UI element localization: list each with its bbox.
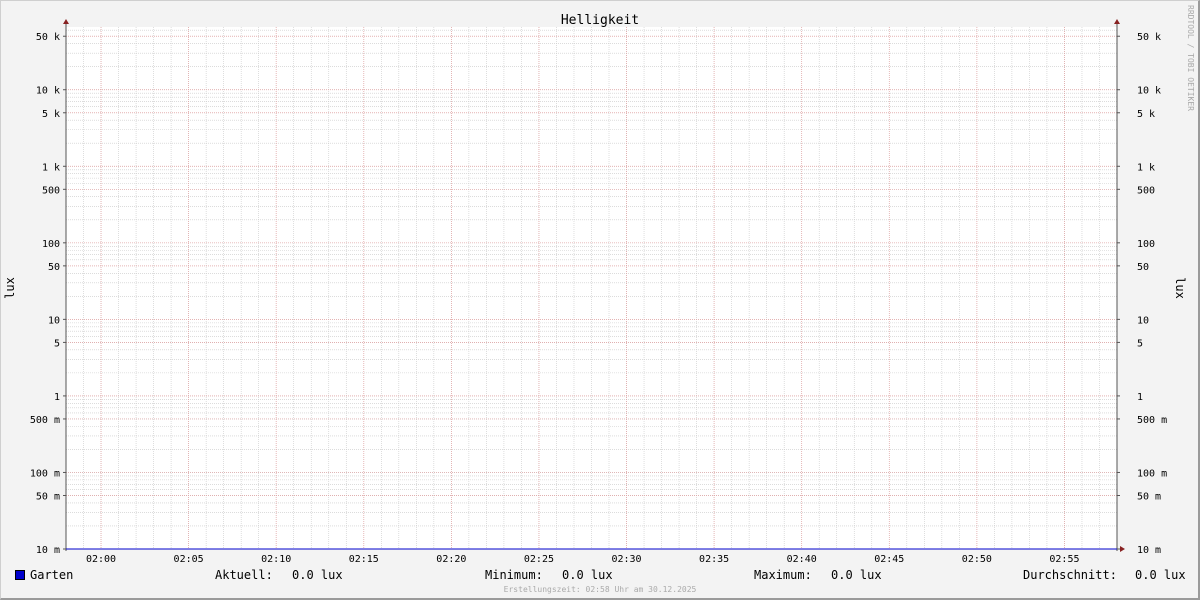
legend-min-label: Minimum: — [485, 568, 543, 582]
y-tick-label-right: 10 m — [1137, 545, 1161, 556]
y-tick-label-right: 5 k — [1137, 109, 1155, 120]
legend-avg-value: 0.0 lux — [1135, 568, 1186, 582]
legend-max-label: Maximum: — [754, 568, 812, 582]
x-tick-label: 02:35 — [699, 554, 729, 565]
y-tick-label-left: 500 m — [30, 415, 60, 426]
y-tick-label-right: 500 — [1137, 185, 1155, 196]
x-tick-label: 02:55 — [1049, 554, 1079, 565]
y-tick-label-left: 100 m — [30, 468, 60, 479]
legend-min-value: 0.0 lux — [562, 568, 613, 582]
y-tick-label-left: 50 k — [36, 32, 60, 43]
y-axis-arrow-right — [1114, 19, 1120, 24]
x-tick-label: 02:05 — [174, 554, 204, 565]
legend-swatch-garten — [15, 570, 25, 580]
y-tick-label-left: 10 — [48, 315, 60, 326]
y-tick-label-left: 500 — [42, 185, 60, 196]
legend-max-value: 0.0 lux — [831, 568, 882, 582]
y-tick-label-right: 1 k — [1137, 162, 1155, 173]
y-axis-arrow-left — [63, 19, 69, 24]
y-tick-label-right: 500 m — [1137, 415, 1167, 426]
y-tick-label-left: 50 — [48, 262, 60, 273]
y-tick-label-left: 1 — [54, 392, 60, 403]
y-tick-label-right: 10 k — [1137, 86, 1161, 97]
legend-avg-label: Durchschnitt: — [1023, 568, 1117, 582]
legend-series-name: Garten — [30, 568, 74, 582]
y-tick-label-left: 10 m — [36, 545, 60, 556]
y-tick-label-right: 50 m — [1137, 491, 1161, 502]
x-tick-label: 02:30 — [611, 554, 641, 565]
y-tick-label-right: 10 — [1137, 315, 1149, 326]
y-tick-label-left: 5 k — [42, 109, 60, 120]
y-tick-label-right: 50 — [1137, 262, 1149, 273]
legend-current-value: 0.0 lux — [292, 568, 343, 582]
x-axis-arrow — [1120, 546, 1125, 552]
x-tick-label: 02:20 — [436, 554, 466, 565]
footer-timestamp: Erstellungszeit: 02:58 Uhr am 30.12.2025 — [503, 585, 697, 594]
x-tick-label: 02:25 — [524, 554, 554, 565]
y-tick-label-left: 10 k — [36, 86, 60, 97]
y-tick-label-right: 100 — [1137, 239, 1155, 250]
x-tick-label: 02:00 — [86, 554, 116, 565]
y-tick-label-left: 1 k — [42, 162, 60, 173]
y-tick-label-left: 5 — [54, 338, 60, 349]
legend-current-label: Aktuell: — [215, 568, 273, 582]
watermark: RRDTOOL / TOBI OETIKER — [1186, 5, 1195, 111]
x-tick-label: 02:45 — [874, 554, 904, 565]
x-tick-label: 02:50 — [962, 554, 992, 565]
x-tick-label: 02:15 — [349, 554, 379, 565]
y-tick-label-right: 50 k — [1137, 32, 1161, 43]
x-tick-label: 02:10 — [261, 554, 291, 565]
y-tick-label-right: 100 m — [1137, 468, 1167, 479]
chart-title: Helligkeit — [561, 13, 639, 28]
y-axis-label-right: lux — [1173, 277, 1187, 299]
y-tick-label-left: 50 m — [36, 491, 60, 502]
y-tick-label-right: 1 — [1137, 392, 1143, 403]
y-tick-label-right: 5 — [1137, 338, 1143, 349]
y-tick-label-left: 100 — [42, 239, 60, 250]
y-axis-label-left: lux — [3, 277, 17, 299]
x-tick-label: 02:40 — [787, 554, 817, 565]
